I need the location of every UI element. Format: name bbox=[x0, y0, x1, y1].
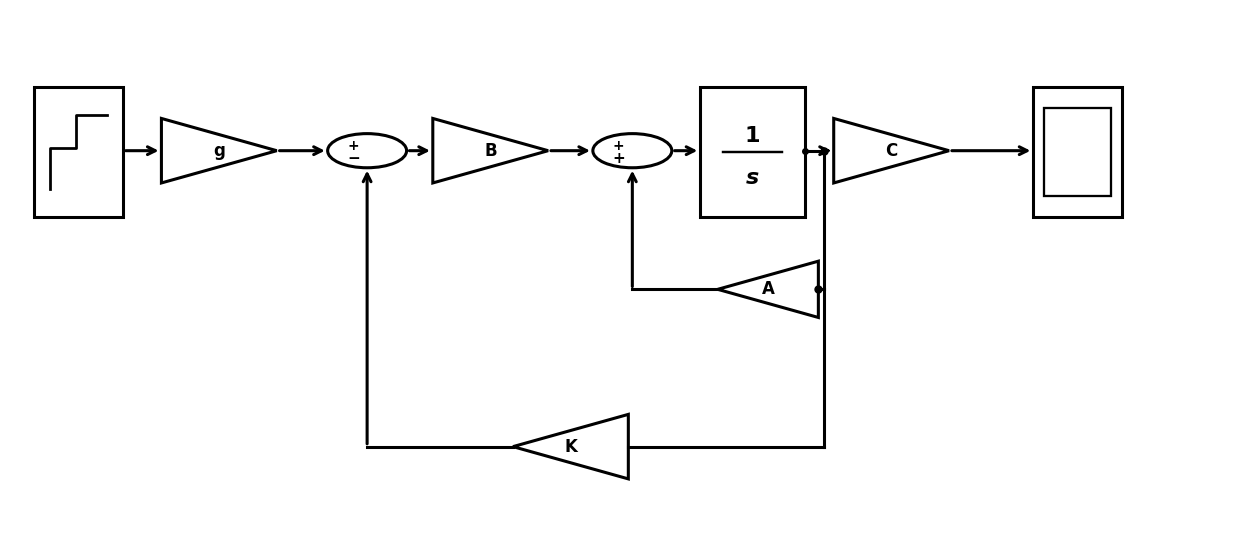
Bar bbox=[1033, 87, 1122, 217]
Bar bbox=[701, 87, 805, 217]
Text: g: g bbox=[213, 142, 224, 160]
Text: C: C bbox=[885, 142, 898, 160]
Text: 1: 1 bbox=[745, 126, 760, 146]
Text: +: + bbox=[613, 139, 624, 153]
Text: −: − bbox=[347, 151, 360, 166]
Text: K: K bbox=[564, 437, 577, 456]
Text: +: + bbox=[613, 151, 625, 166]
Bar bbox=[33, 87, 123, 217]
Text: A: A bbox=[761, 280, 775, 299]
Bar bbox=[1044, 108, 1111, 196]
Text: +: + bbox=[347, 139, 360, 153]
Text: B: B bbox=[484, 142, 497, 160]
Text: s: s bbox=[746, 168, 759, 188]
